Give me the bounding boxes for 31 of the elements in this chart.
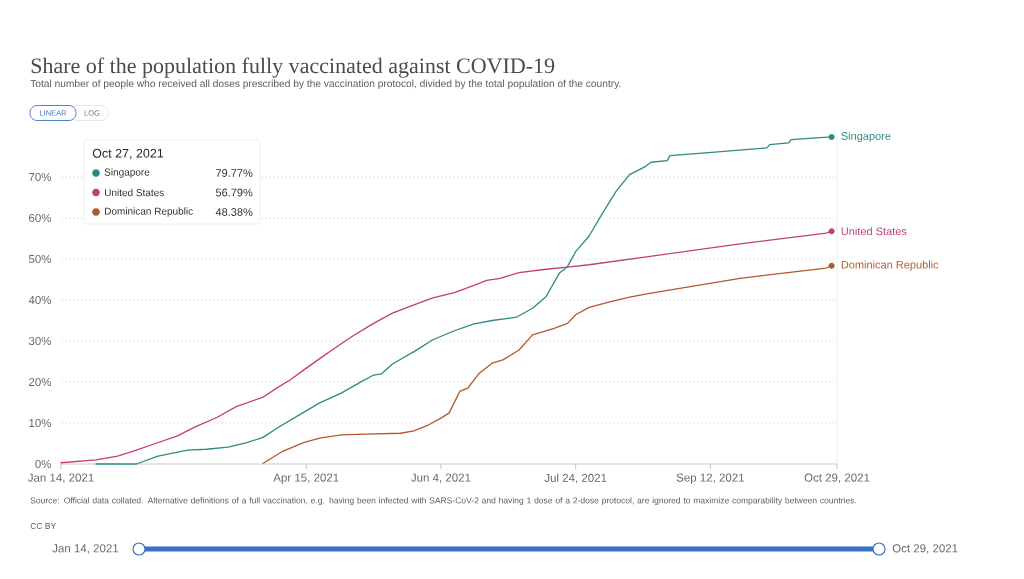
text: CC BY	[30, 523, 56, 529]
legend-label: United States	[104, 188, 164, 197]
y-tick-label: 0%	[35, 459, 52, 469]
annotation: 48.38%	[215, 208, 253, 216]
x-tick-label: Jan 14, 2021	[27, 473, 94, 484]
y-tick-label: 20%	[29, 377, 52, 387]
point	[828, 262, 835, 269]
x-tick-label: Jun 4, 2021	[411, 473, 471, 484]
y-tick-label: 10%	[29, 418, 52, 428]
text: Oct 29, 2021	[892, 544, 958, 554]
text: United States	[841, 227, 907, 236]
legend-label: Singapore	[104, 168, 150, 178]
y-tick-label: 50%	[28, 254, 52, 264]
source-note: Source: Official data collated. Alternative definitions of a full vaccination, e.g. having been infected with SARS-CoV-2 and having 1 dose of a 2-dose protocol, are ignored to maximize comparability between countries.	[30, 497, 856, 506]
chart-subtitle: Total number of people who received all doses prescribed by the vaccination protocol, divided by the total population of the country.	[30, 79, 621, 90]
x-tick-label: Jul 24, 2021	[544, 473, 607, 484]
text: Singapore	[841, 131, 891, 143]
text: Jan 14, 2021	[52, 544, 119, 554]
text: Dominican Republic	[841, 260, 939, 271]
y-tick-label: 70%	[29, 172, 52, 182]
x-tick-label: Sep 12, 2021	[676, 473, 744, 484]
y-tick-label: 60%	[29, 213, 52, 223]
y-tick-label: 30%	[28, 336, 52, 346]
annotation: Oct 27, 2021	[92, 148, 164, 160]
x-tick-label: Apr 15, 2021	[273, 473, 339, 484]
legend-label: Dominican Republic	[105, 207, 193, 217]
chart-title: Share of the population fully vaccinated against COVID-19	[31, 57, 555, 78]
annotation: 79.77%	[216, 169, 253, 177]
x-tick-label: Oct 29, 2021	[804, 473, 870, 484]
y-tick-label: 40%	[28, 295, 52, 305]
annotation: 56.79%	[215, 188, 253, 197]
